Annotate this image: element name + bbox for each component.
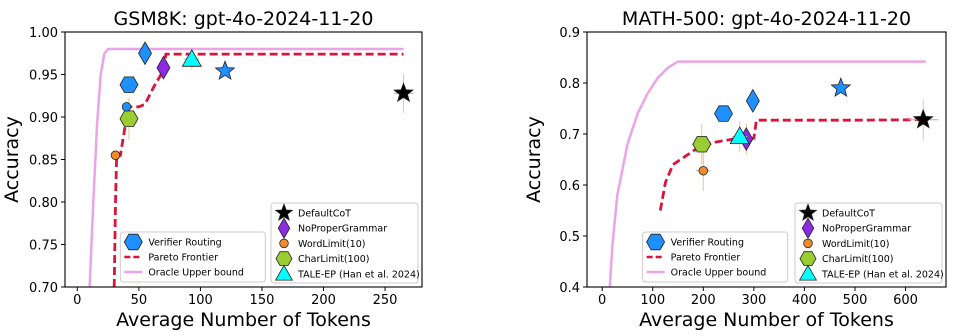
y-tick-label: 0.90 xyxy=(29,111,58,126)
legend-label-defaultcot: DefaultCoT xyxy=(298,209,351,220)
pareto-frontier-line xyxy=(658,118,926,211)
legend-label-verifier-routing: Verifier Routing xyxy=(671,238,744,249)
legend-label-nopropergrammar: NoProperGrammar xyxy=(822,224,911,235)
x-tick-label: 500 xyxy=(843,293,868,308)
x-tick-label: 100 xyxy=(188,293,213,308)
x-tick-label: 200 xyxy=(691,293,716,308)
x-tick-label: 100 xyxy=(640,293,665,308)
y-axis-label: Accuracy xyxy=(523,116,545,203)
legend-label-verifier-routing: Verifier Routing xyxy=(148,238,221,249)
oracle-upper-bound-line xyxy=(608,60,926,287)
x-tick-label: 250 xyxy=(373,293,398,308)
gsm8k-chart: GSM8K: gpt-4o-2024-11-20 0 50 100 150 200 250 0… xyxy=(1,8,423,331)
legend-box xyxy=(270,202,419,284)
legend-label-nopropergrammar: NoProperGrammar xyxy=(298,224,387,235)
legend-label-oracle-upper-bound: Oracle Upper bound xyxy=(148,268,244,279)
x-tick-label: 150 xyxy=(250,293,275,308)
verifier-routing-point xyxy=(830,77,852,98)
y-tick-label: 0.95 xyxy=(29,69,58,84)
legend-label-tale-ep-han-et-al-2024: TALE-EP (Han et al. 2024) xyxy=(297,269,420,280)
legend-marker-defaultcot xyxy=(798,203,818,222)
x-axis-label: Average Number of Tokens xyxy=(639,309,894,331)
verifier-routing-point xyxy=(745,88,760,113)
legend-label-charlimit-100: CharLimit(100) xyxy=(298,254,369,265)
legend-label-charlimit-100: CharLimit(100) xyxy=(822,254,893,265)
y-tick-label: 0.7 xyxy=(559,128,580,143)
legend-marker-charlimit-100 xyxy=(275,251,293,266)
legend-marker-tale-ep-han-et-al-2024 xyxy=(798,264,818,281)
legend-baselines: DefaultCoT NoProperGrammar WordLimit(10) Ch… xyxy=(270,202,420,284)
verifier-routing-point xyxy=(214,60,236,81)
x-tick-label: 50 xyxy=(131,293,148,308)
legend-label-pareto-frontier: Pareto Frontier xyxy=(671,253,741,264)
x-tick-label: 0 xyxy=(598,293,606,308)
wordlimit-10-point xyxy=(110,150,121,160)
y-tick-label: 0.9 xyxy=(559,26,580,41)
legend-box xyxy=(794,202,943,284)
legend-marker-nopropergrammar xyxy=(277,217,291,240)
x-tick-label: 200 xyxy=(311,293,336,308)
y-tick-label: 0.75 xyxy=(29,239,58,254)
legend-marker-charlimit-100 xyxy=(799,251,817,266)
y-tick-label: 0.80 xyxy=(29,196,58,211)
legend-marker-wordlimit-10 xyxy=(279,238,289,249)
legend-marker-verifier-routing xyxy=(646,233,666,251)
x-tick-label: 600 xyxy=(893,293,918,308)
legend-methods: Verifier Routing Pareto Frontier Oracle Up… xyxy=(642,231,789,283)
verifier-routing-point xyxy=(714,105,733,122)
y-tick-label: 0.6 xyxy=(559,179,580,194)
legend-box xyxy=(119,231,266,283)
y-tick-label: 0.70 xyxy=(29,281,58,296)
x-tick-label: 0 xyxy=(73,293,81,308)
legend-baselines: DefaultCoT NoProperGrammar WordLimit(10) Ch… xyxy=(794,202,944,284)
y-tick-label: 0.5 xyxy=(559,230,580,245)
y-tick-label: 0.4 xyxy=(559,281,580,296)
legend-marker-defaultcot xyxy=(274,203,294,222)
charlimit-100-point xyxy=(119,110,139,127)
chart-title: GSM8K: gpt-4o-2024-11-20 xyxy=(114,8,374,30)
legend-label-oracle-upper-bound: Oracle Upper bound xyxy=(671,268,767,279)
charlimit-100-point xyxy=(692,135,712,153)
y-tick-label: 0.8 xyxy=(559,77,580,92)
y-tick-label: 0.85 xyxy=(29,154,58,169)
plot-area xyxy=(88,41,414,287)
plot-frame xyxy=(586,31,947,288)
legend-marker-tale-ep-han-et-al-2024 xyxy=(274,264,294,281)
x-axis-label: Average Number of Tokens xyxy=(116,309,371,331)
tale-ep-han-et-al-2024-point xyxy=(729,126,750,145)
x-tick-label: 400 xyxy=(792,293,817,308)
nopropergrammar-point xyxy=(156,55,171,80)
legend-marker-wordlimit-10 xyxy=(803,238,813,249)
defaultcot-point xyxy=(912,108,934,129)
tale-ep-han-et-al-2024-point xyxy=(181,48,202,67)
wordlimit-10-point xyxy=(698,165,709,176)
defaultcot-point xyxy=(393,82,414,103)
x-tick-label: 300 xyxy=(741,293,766,308)
y-tick-label: 1.00 xyxy=(29,26,58,41)
verifier-routing-point xyxy=(138,41,152,66)
legend-box xyxy=(642,231,789,283)
verifier-routing-point xyxy=(121,102,132,112)
legend-methods: Verifier Routing Pareto Frontier Oracle Up… xyxy=(119,231,266,283)
verifier-routing-point xyxy=(119,76,139,93)
legend-marker-nopropergrammar xyxy=(801,217,815,240)
math500-chart: MATH-500: gpt-4o-2024-11-20 0 100 200 300 400… xyxy=(523,8,947,331)
plot-frame xyxy=(64,31,423,288)
legend-label-pareto-frontier: Pareto Frontier xyxy=(148,253,218,264)
oracle-upper-bound-line xyxy=(88,47,404,287)
legend-marker-verifier-routing xyxy=(123,233,143,251)
y-axis-label: Accuracy xyxy=(1,116,23,203)
legend-label-wordlimit-10: WordLimit(10) xyxy=(822,239,889,250)
legend-label-defaultcot: DefaultCoT xyxy=(822,209,875,220)
chart-title: MATH-500: gpt-4o-2024-11-20 xyxy=(622,8,911,30)
plot-area xyxy=(608,60,939,287)
legend-label-wordlimit-10: WordLimit(10) xyxy=(298,239,365,250)
legend-label-tale-ep-han-et-al-2024: TALE-EP (Han et al. 2024) xyxy=(821,269,944,280)
